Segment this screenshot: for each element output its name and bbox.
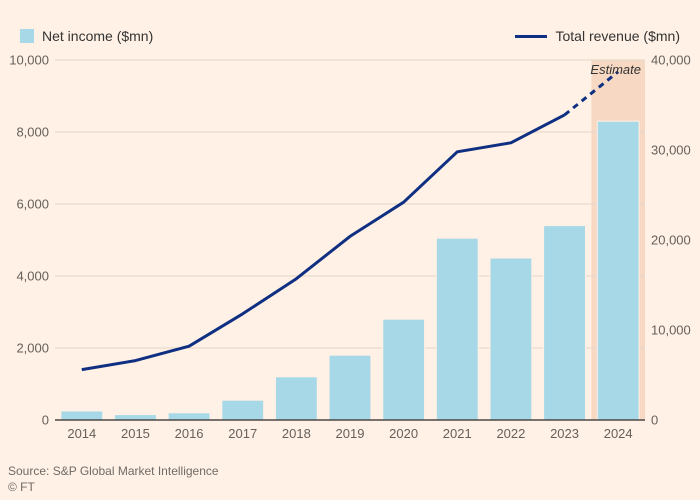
legend-item-bar: Net income ($mn) [20,28,153,44]
y-left-tick: 8,000 [16,125,49,140]
y-right-tick: 0 [651,413,658,428]
y-right-tick: 10,000 [651,323,691,338]
legend-item-line: Total revenue ($mn) [515,28,680,44]
y-right-tick: 40,000 [651,53,691,68]
y-right-tick: 30,000 [651,143,691,158]
legend: Net income ($mn) Total revenue ($mn) [20,28,680,44]
chart-svg: Estimate [55,60,645,420]
legend-label-bar: Net income ($mn) [42,28,153,44]
legend-swatch-bar [20,29,34,43]
y-left-tick: 0 [42,413,49,428]
y-axis-right: 010,00020,00030,00040,000 [645,60,700,420]
plot-area: Estimate [55,60,645,420]
x-tick: 2023 [550,426,579,441]
x-tick: 2016 [175,426,204,441]
copyright-text: © FT [8,480,35,494]
x-tick: 2015 [121,426,150,441]
legend-label-line: Total revenue ($mn) [555,28,680,44]
x-tick: 2019 [336,426,365,441]
x-tick: 2017 [228,426,257,441]
x-tick: 2022 [496,426,525,441]
y-left-tick: 6,000 [16,197,49,212]
y-left-tick: 10,000 [9,53,49,68]
x-tick: 2024 [604,426,633,441]
y-left-tick: 2,000 [16,341,49,356]
source-text: Source: S&P Global Market Intelligence [8,464,219,478]
x-axis: 2014 2015 2016 2017 2018 2019 2020 2021 2022 2023… [55,426,645,446]
y-axis-left: 02,0004,0006,0008,00010,000 [0,60,55,420]
x-tick: 2021 [443,426,472,441]
y-left-tick: 4,000 [16,269,49,284]
legend-swatch-line [515,35,547,38]
svg-text:Estimate: Estimate [590,62,641,77]
x-tick: 2020 [389,426,418,441]
x-tick: 2018 [282,426,311,441]
chart-container: Net income ($mn) Total revenue ($mn) 0 2,… [0,0,700,500]
y-right-tick: 20,000 [651,233,691,248]
x-tick: 2014 [67,426,96,441]
